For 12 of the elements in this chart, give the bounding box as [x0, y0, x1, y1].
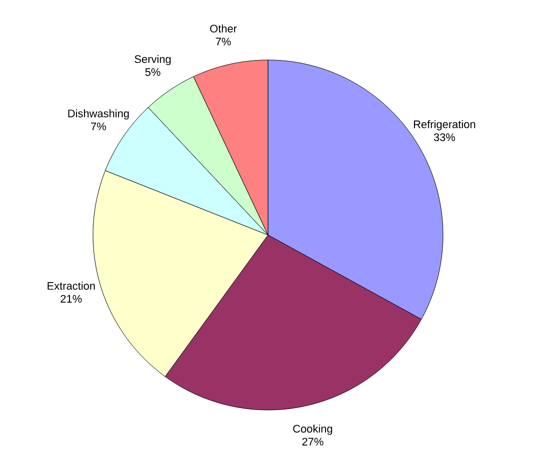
slice-label: Serving: [134, 54, 171, 66]
data-label: 5%: [145, 68, 160, 76]
slice-label: Dishwashing: [68, 109, 129, 120]
data-label: 33%: [434, 133, 456, 142]
slice-label: Extraction: [48, 282, 95, 290]
slice-label: Cooking: [293, 424, 332, 435]
slice-label: Refrigeration: [414, 120, 476, 130]
slice-label: Other: [210, 24, 237, 32]
data-label: 27%: [302, 438, 324, 446]
data-label: 7%: [216, 38, 231, 46]
data-label: 7%: [91, 122, 106, 130]
data-label: 21%: [60, 294, 82, 303]
